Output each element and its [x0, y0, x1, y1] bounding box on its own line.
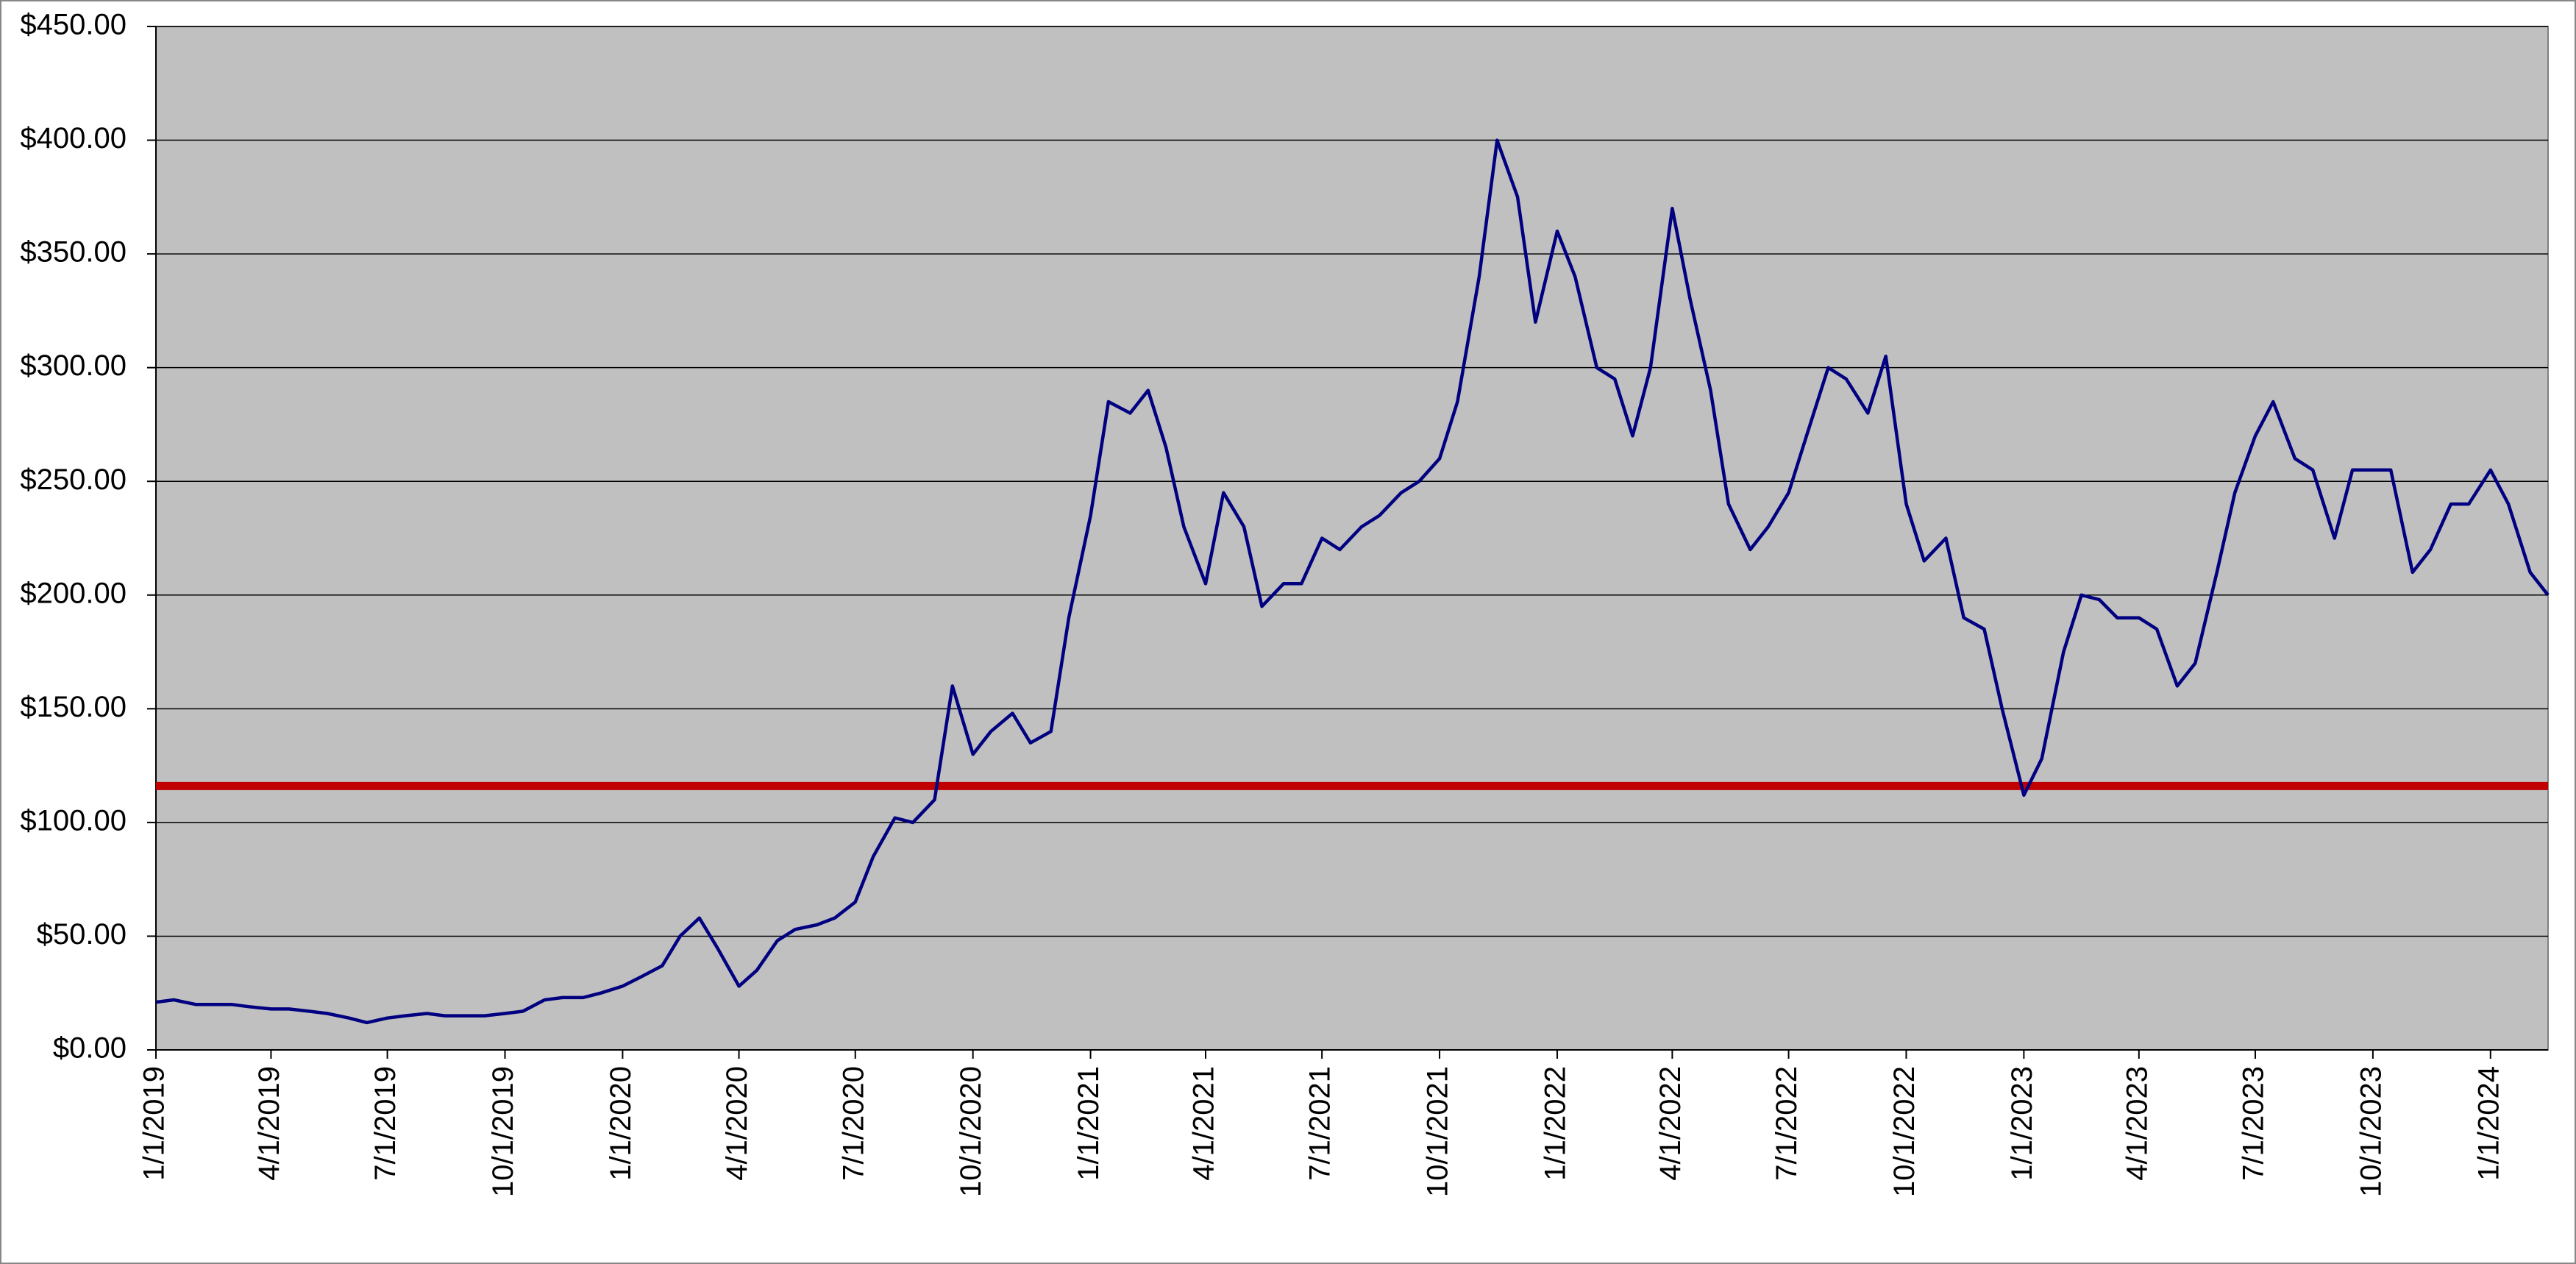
x-tick-label: 1/1/2019	[138, 1066, 171, 1181]
x-tick-label: 4/1/2023	[2121, 1066, 2153, 1181]
x-tick-label: 4/1/2021	[1188, 1066, 1220, 1181]
x-tick-label: 7/1/2021	[1304, 1066, 1337, 1181]
price-line	[155, 138, 2550, 1025]
x-tick-label: 4/1/2022	[1654, 1066, 1687, 1181]
x-tick-label: 10/1/2020	[955, 1066, 987, 1197]
x-tick-label: 7/1/2023	[2238, 1066, 2270, 1181]
x-tick-label: 7/1/2020	[837, 1066, 869, 1181]
y-tick-label: $300.00	[20, 349, 127, 382]
x-tick-label: 1/1/2021	[1072, 1066, 1105, 1181]
y-tick-label: $200.00	[20, 577, 127, 609]
y-tick-label: $250.00	[20, 464, 127, 496]
x-tick-label: 4/1/2019	[253, 1066, 285, 1181]
y-tick-label: $350.00	[20, 236, 127, 269]
y-tick-label: $50.00	[37, 918, 127, 951]
x-tick-label: 1/1/2022	[1540, 1066, 1572, 1181]
x-tick-label: 7/1/2019	[369, 1066, 402, 1181]
x-tick-label: 10/1/2021	[1422, 1066, 1454, 1197]
x-tick-label: 4/1/2020	[721, 1066, 753, 1181]
x-tick-label: 10/1/2023	[2355, 1066, 2387, 1197]
x-tick-label: 1/1/2020	[605, 1066, 637, 1181]
x-tick-label: 1/1/2023	[2006, 1066, 2038, 1181]
y-tick-label: $150.00	[20, 691, 127, 723]
x-tick-label: 10/1/2022	[1888, 1066, 1921, 1197]
y-tick-label: $0.00	[53, 1032, 127, 1065]
y-tick-label: $400.00	[20, 122, 127, 155]
y-tick-label: $450.00	[20, 9, 127, 41]
x-tick-label: 7/1/2022	[1771, 1066, 1803, 1181]
x-tick-label: 10/1/2019	[487, 1066, 519, 1197]
x-tick-label: 1/1/2024	[2472, 1066, 2505, 1181]
y-tick-label: $100.00	[20, 804, 127, 837]
